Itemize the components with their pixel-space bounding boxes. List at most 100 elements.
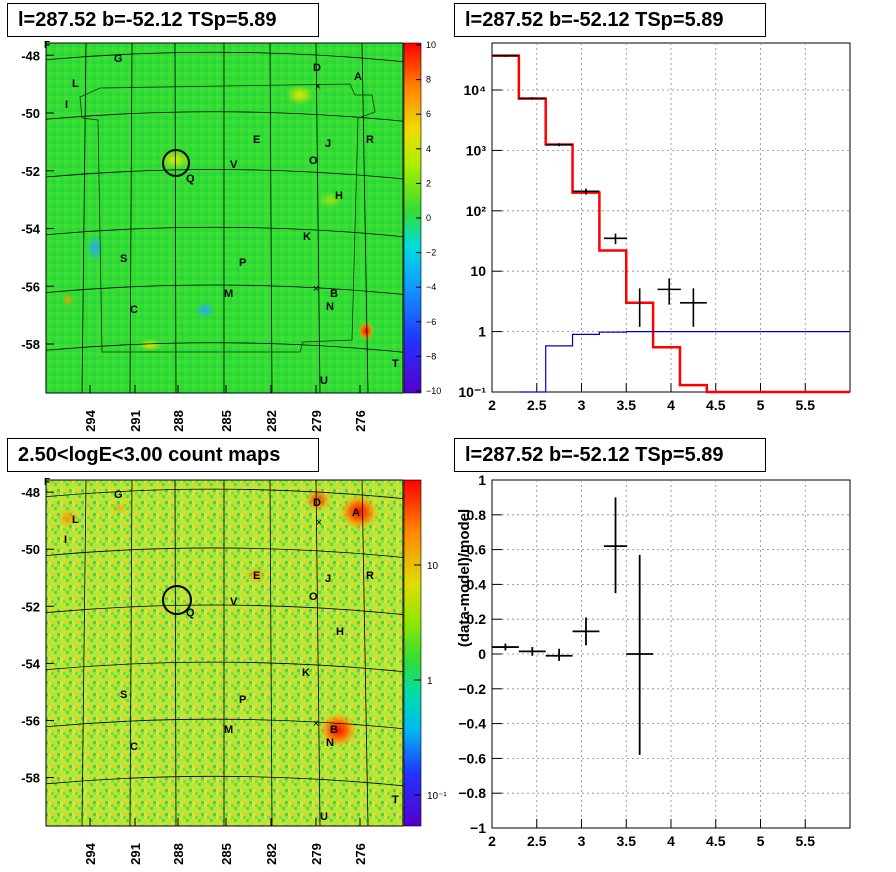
- ts-map-x-marker: ×: [315, 81, 321, 93]
- count-map-title: 2.50<logE<3.00 count maps: [7, 438, 319, 472]
- source-label-b: B: [330, 724, 338, 736]
- count-map-position-marker[interactable]: [162, 585, 192, 615]
- source-label-a: A: [352, 507, 360, 519]
- histogram-red-line: [492, 54, 850, 394]
- count-map-hotspots: [58, 488, 379, 748]
- y-tick-label: -58: [21, 337, 40, 352]
- ts-map-position-marker[interactable]: [162, 149, 190, 177]
- x-tick-label: 4: [667, 397, 675, 413]
- residual-grid: [492, 480, 850, 828]
- source-label-i: I: [65, 99, 68, 111]
- source-label-s: S: [120, 253, 127, 265]
- x-tick-label: 5: [757, 397, 765, 413]
- longitude-line: [174, 43, 177, 393]
- histogram-blue-line: [518, 331, 850, 393]
- source-label-g: G: [114, 53, 123, 65]
- longitude-line: [361, 480, 369, 826]
- x-tick-label: 5: [757, 833, 765, 849]
- spectrum-title: l=287.52 b=-52.12 TSp=5.89: [454, 3, 766, 37]
- source-label-n: N: [326, 301, 334, 313]
- x-tick-label: 282: [264, 843, 279, 865]
- longitude-line: [129, 480, 133, 826]
- y-tick-label: −0.8: [458, 785, 486, 801]
- y-tick-label: −0.4: [458, 716, 486, 732]
- source-label-s: S: [120, 689, 127, 701]
- y-tick-label: 1: [478, 324, 486, 340]
- source-label-j: J: [325, 573, 331, 585]
- latitude-line: [46, 488, 403, 500]
- colorbar-tick-label: −4: [426, 282, 436, 292]
- source-label-r: R: [366, 570, 374, 582]
- count-map-x-marker: ×: [313, 718, 319, 730]
- source-label-g: G: [114, 489, 123, 501]
- count-map-colorbar: [403, 479, 422, 827]
- source-label-p: P: [239, 257, 246, 269]
- spectrum-series: [492, 54, 850, 394]
- source-label-o: O: [309, 155, 318, 167]
- longitude-line: [81, 43, 87, 393]
- source-label-u: U: [320, 375, 328, 387]
- corner-label: F: [44, 477, 50, 488]
- source-label-m: M: [224, 288, 233, 300]
- longitude-line: [269, 43, 273, 393]
- colorbar-tick-label: 8: [426, 75, 431, 85]
- ts-map-roi-boundary: [79, 83, 376, 353]
- source-label-t: T: [392, 794, 399, 806]
- x-tick-label: 2.5: [527, 833, 547, 849]
- count-map-axes: -48 -50 -52 -54 -56 -58 294 291 288 285 282 279 276 F: [21, 477, 368, 865]
- latitude-line: [46, 718, 403, 730]
- source-label-q: Q: [186, 173, 195, 185]
- y-tick-label: 10⁴: [464, 82, 487, 98]
- source-label-e: E: [253, 134, 260, 146]
- source-label-o: O: [309, 591, 318, 603]
- y-tick-label: 0.6: [467, 542, 487, 558]
- residual-title: l=287.52 b=-52.12 TSp=5.89: [454, 438, 766, 472]
- colorbar-tick-label: −6: [426, 317, 436, 327]
- x-tick-label: 294: [83, 842, 98, 864]
- source-label-k: K: [303, 231, 311, 243]
- latitude-line: [46, 604, 403, 615]
- x-tick-label: 3: [578, 397, 586, 413]
- source-label-i: I: [64, 534, 67, 546]
- x-tick-label: 288: [171, 843, 186, 865]
- x-tick-label: 282: [264, 410, 279, 432]
- y-tick-label: -56: [21, 279, 40, 294]
- corner-label: F: [44, 40, 50, 51]
- ts-map-area[interactable]: [46, 43, 403, 393]
- colorbar-tick-label: 10: [426, 40, 436, 50]
- y-tick-label: 0.4: [467, 576, 487, 592]
- spectrum-axes: 2 2.5 3 3.5 4 4.5 5 5.5 10⁴ 10³ 10² 10 1 10⁻¹: [458, 82, 815, 413]
- ts-map-colorbar-ticks: 10 8 6 4 2 0 −2 −4 −6 −8 −10: [416, 40, 441, 396]
- colorbar-tick-label: 6: [426, 109, 431, 119]
- y-tick-label: 1: [478, 472, 486, 488]
- source-label-u: U: [320, 811, 328, 823]
- y-tick-label: −0.2: [458, 681, 486, 697]
- x-tick-label: 5.5: [796, 833, 816, 849]
- y-tick-label: -54: [21, 222, 41, 237]
- x-tick-label: 2: [488, 397, 496, 413]
- source-label-h: H: [336, 626, 344, 638]
- x-tick-label: 4: [667, 833, 675, 849]
- y-tick-label: 0.2: [467, 611, 487, 627]
- count-map-source-labels: G D A LI E J R O V Q H K S P M BN C T U: [64, 489, 399, 823]
- longitude-line: [269, 480, 273, 826]
- source-label-l: L: [72, 78, 79, 90]
- y-tick-label: -52: [21, 599, 40, 614]
- y-tick-label: -54: [21, 656, 41, 671]
- colorbar-tick-label: −10: [426, 386, 441, 396]
- longitude-line: [81, 480, 87, 826]
- y-tick-label: -58: [21, 771, 40, 786]
- source-label-q: Q: [186, 607, 195, 619]
- longitude-line: [129, 43, 133, 393]
- source-label-d: D: [313, 62, 321, 74]
- x-tick-label: 288: [171, 410, 186, 432]
- count-map-area[interactable]: [46, 480, 403, 826]
- source-label-c: C: [130, 304, 138, 316]
- count-map-colorbar-ticks: 10 1 10⁻¹: [414, 561, 447, 802]
- colorbar-tick-label: 10⁻¹: [427, 791, 447, 802]
- ts-map-title: l=287.52 b=-52.12 TSp=5.89: [7, 3, 319, 37]
- latitude-line: [46, 111, 403, 122]
- source-label-n: N: [326, 737, 334, 749]
- source-label-r: R: [366, 134, 374, 146]
